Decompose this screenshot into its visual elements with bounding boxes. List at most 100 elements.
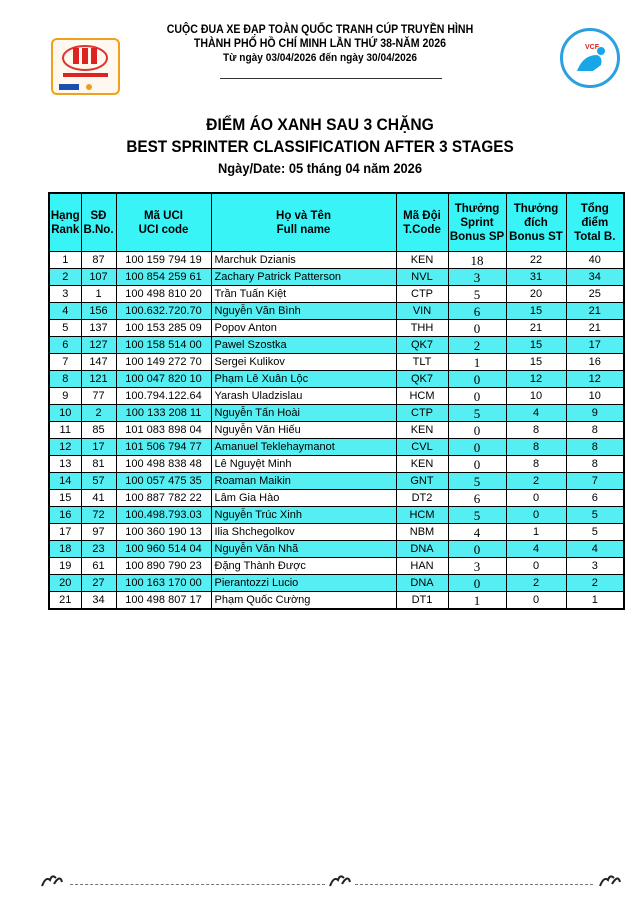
cell-team-code: KEN — [395, 251, 449, 269]
cell-full-name: Phạm Quốc Cường — [210, 591, 397, 610]
cell-rank: 1 — [48, 251, 82, 269]
cell-uci-code: 100 890 790 23 — [115, 557, 212, 575]
header-text: Họ và Tên — [276, 209, 331, 222]
cell-rank: 17 — [48, 523, 82, 541]
cell-uci-code: 100 163 170 00 — [115, 574, 212, 592]
cell-team-code: HCM — [395, 387, 449, 405]
cell-bib-number: 97 — [80, 523, 117, 541]
table-row: 4 156 100.632.720.70 Nguyễn Văn Bình VIN 6 15 2… — [48, 302, 625, 320]
cell-sprint-bonus: 0 — [447, 370, 507, 388]
cell-uci-code: 100 153 285 09 — [115, 319, 212, 337]
cell-rank: 21 — [48, 591, 82, 610]
cell-uci-code: 100 498 810 20 — [115, 285, 212, 303]
cell-stage-bonus: 8 — [505, 421, 567, 439]
cell-full-name: Nguyễn Trúc Xinh — [210, 506, 397, 524]
cell-full-name: Zachary Patrick Patterson — [210, 268, 397, 286]
cell-full-name: Yarash Uladzislau — [210, 387, 397, 405]
cell-bib-number: 61 — [80, 557, 117, 575]
cell-full-name: Amanuel Teklehaymanot — [210, 438, 397, 456]
cell-full-name: Đặng Thành Được — [210, 557, 397, 575]
cell-stage-bonus: 2 — [505, 574, 567, 592]
cell-full-name: Ilia Shchegolkov — [210, 523, 397, 541]
cell-team-code: CTP — [395, 285, 449, 303]
cell-uci-code: 100.794.122.64 — [115, 387, 212, 405]
cyclist-icon — [329, 875, 351, 887]
cell-full-name: Nguyễn Văn Nhã — [210, 540, 397, 558]
cell-total-bonus: 10 — [565, 387, 625, 405]
header-text: Thưởng — [513, 202, 559, 215]
cell-sprint-bonus: 0 — [447, 540, 507, 558]
vcf-logo: VCF — [560, 28, 620, 88]
header-text: Tổng — [580, 202, 609, 215]
cell-sprint-bonus: 1 — [447, 353, 507, 371]
cell-rank: 11 — [48, 421, 82, 439]
cell-stage-bonus: 15 — [505, 336, 567, 354]
table-row: 1 87 100 159 794 19 Marchuk Dzianis KEN 18 22 4… — [48, 251, 625, 269]
cell-stage-bonus: 15 — [505, 302, 567, 320]
cell-stage-bonus: 8 — [505, 438, 567, 456]
cell-stage-bonus: 0 — [505, 557, 567, 575]
header-text: Sprint — [460, 216, 494, 229]
cell-sprint-bonus: 0 — [447, 319, 507, 337]
cell-bib-number: 107 — [80, 268, 117, 286]
cell-bib-number: 121 — [80, 370, 117, 388]
cell-rank: 18 — [48, 540, 82, 558]
cell-rank: 4 — [48, 302, 82, 320]
cell-total-bonus: 8 — [565, 455, 625, 473]
cell-total-bonus: 9 — [565, 404, 625, 422]
header-full-name: Họ và Tên Full name — [210, 192, 397, 252]
cell-full-name: Nguyễn Văn Hiếu — [210, 421, 397, 439]
table-row: 21 34 100 498 807 17 Phạm Quốc Cường DT1 1 0 1 — [48, 591, 625, 610]
header-text: Rank — [51, 223, 80, 236]
cell-full-name: Sergei Kulikov — [210, 353, 397, 371]
cell-rank: 8 — [48, 370, 82, 388]
cell-team-code: DT1 — [395, 591, 449, 610]
cell-full-name: Pierantozzi Lucio — [210, 574, 397, 592]
cell-stage-bonus: 10 — [505, 387, 567, 405]
svg-text:VCF: VCF — [585, 44, 600, 51]
header-text: T.Code — [403, 223, 441, 236]
cell-rank: 14 — [48, 472, 82, 490]
cell-rank: 13 — [48, 455, 82, 473]
header-text: Bonus SP — [449, 230, 505, 243]
cell-full-name: Trần Tuấn Kiệt — [210, 285, 397, 303]
cell-sprint-bonus: 6 — [447, 489, 507, 507]
cell-rank: 16 — [48, 506, 82, 524]
cell-team-code: DT2 — [395, 489, 449, 507]
cell-total-bonus: 2 — [565, 574, 625, 592]
cell-total-bonus: 21 — [565, 319, 625, 337]
cell-team-code: THH — [395, 319, 449, 337]
cell-sprint-bonus: 1 — [447, 591, 507, 610]
cell-team-code: DNA — [395, 574, 449, 592]
cell-sprint-bonus: 6 — [447, 302, 507, 320]
table-row: 16 72 100.498.793.03 Nguyễn Trúc Xinh HCM 5 0 5 — [48, 506, 625, 524]
cyclist-icon — [599, 875, 621, 887]
cell-sprint-bonus: 5 — [447, 285, 507, 303]
cell-team-code: KEN — [395, 421, 449, 439]
footer-line — [355, 884, 593, 885]
cell-total-bonus: 5 — [565, 506, 625, 524]
header-rank: Hạng Rank — [48, 192, 82, 252]
cell-bib-number: 127 — [80, 336, 117, 354]
table-row: 11 85 101 083 898 04 Nguyễn Văn Hiếu KEN 0 8 8 — [48, 421, 625, 439]
table-row: 17 97 100 360 190 13 Ilia Shchegolkov NBM 4 1 5 — [48, 523, 625, 541]
cell-rank: 10 — [48, 404, 82, 422]
cell-uci-code: 100 960 514 04 — [115, 540, 212, 558]
cell-uci-code: 100 159 794 19 — [115, 251, 212, 269]
cell-team-code: CVL — [395, 438, 449, 456]
cell-full-name: Phạm Lê Xuân Lộc — [210, 370, 397, 388]
cell-rank: 7 — [48, 353, 82, 371]
header-stage-bonus: Thưởng đích Bonus ST — [505, 192, 567, 252]
cell-bib-number: 147 — [80, 353, 117, 371]
cell-total-bonus: 7 — [565, 472, 625, 490]
header-text: Hạng — [50, 209, 80, 222]
table-row: 3 1 100 498 810 20 Trần Tuấn Kiệt CTP 5 20 25 — [48, 285, 625, 303]
cell-stage-bonus: 4 — [505, 540, 567, 558]
cell-bib-number: 17 — [80, 438, 117, 456]
table-row: 19 61 100 890 790 23 Đặng Thành Được HAN 3 0 3 — [48, 557, 625, 575]
cell-total-bonus: 5 — [565, 523, 625, 541]
cell-team-code: NBM — [395, 523, 449, 541]
cell-bib-number: 81 — [80, 455, 117, 473]
table-row: 8 121 100 047 820 10 Phạm Lê Xuân Lộc QK7 0 12… — [48, 370, 625, 388]
